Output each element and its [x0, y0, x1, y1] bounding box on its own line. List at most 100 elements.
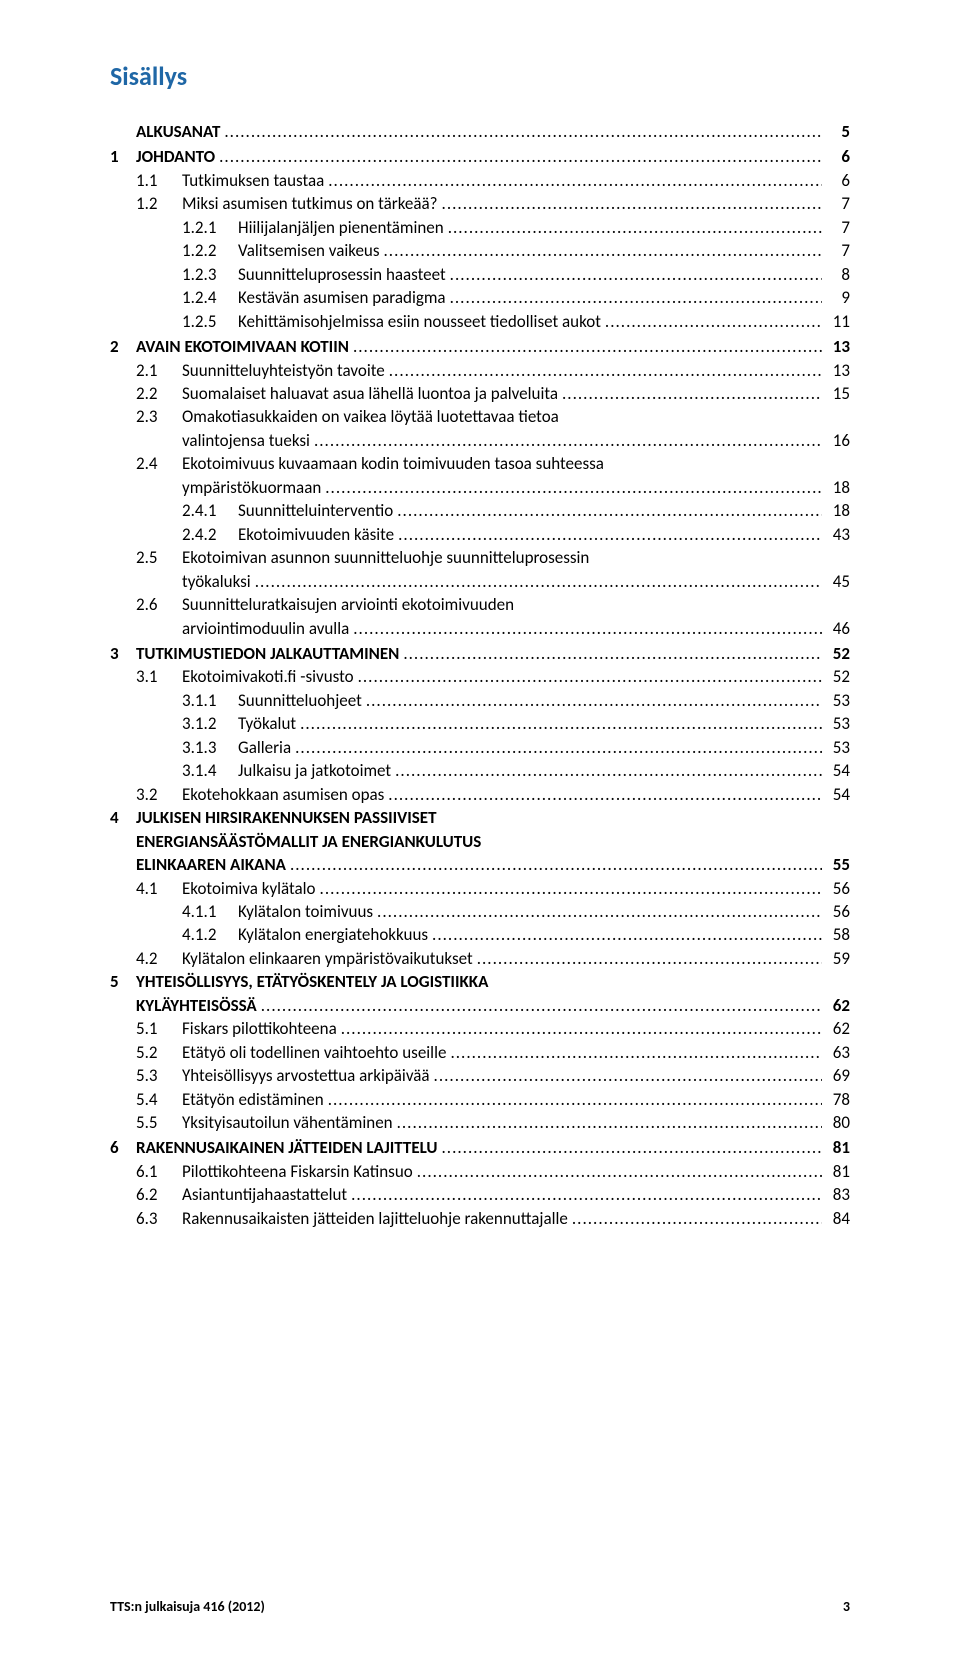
toc-label: YHTEISÖLLISYYS, ETÄTYÖSKENTELY JA LOGIST…	[136, 970, 488, 993]
toc-leader	[353, 335, 822, 358]
toc-number: 1.2.1	[182, 216, 238, 239]
toc-leader	[366, 689, 822, 712]
toc-entry: 5.2Etätyö oli todellinen vaihtoehto usei…	[110, 1041, 850, 1064]
toc-entry: KYLÄYHTEISÖSSÄ 62	[110, 994, 850, 1017]
toc-label: Ekotoimivakoti.fi -sivusto	[182, 665, 354, 688]
toc-page: 53	[826, 736, 850, 759]
toc-label: TUTKIMUSTIEDON JALKAUTTAMINEN	[136, 642, 399, 665]
footer-pagenum: 3	[843, 1598, 850, 1615]
toc-leader	[434, 1064, 822, 1087]
toc-page: 80	[826, 1111, 850, 1134]
toc-entry: 4.1.2Kylätalon energiatehokkuus58	[110, 923, 850, 946]
toc-entry: 2.1Suunnitteluyhteistyön tavoite13	[110, 359, 850, 382]
toc-number: 6.1	[136, 1160, 182, 1183]
toc-number: 1	[110, 145, 136, 168]
toc-entry: 1JOHDANTO6	[110, 145, 850, 168]
toc-page: 63	[826, 1041, 850, 1064]
toc-entry: 5.4Etätyön edistäminen78	[110, 1088, 850, 1111]
toc-label: Etätyön edistäminen	[182, 1088, 324, 1111]
toc-page: 52	[826, 665, 850, 688]
toc-entry: 4JULKISEN HIRSIRAKENNUKSEN PASSIIVISET	[110, 806, 850, 829]
toc-entry: 2.4.1Suunnitteluinterventio18	[110, 499, 850, 522]
toc-entry: 3.1Ekotoimivakoti.fi -sivusto52	[110, 665, 850, 688]
toc-page: 83	[826, 1183, 850, 1206]
toc-label: Valitsemisen vaikeus	[238, 239, 380, 262]
toc-number: 3.1.3	[182, 736, 238, 759]
toc-page: 59	[826, 947, 850, 970]
toc-leader	[448, 216, 822, 239]
toc-entry: 3.1.1Suunnitteluohjeet 53	[110, 689, 850, 712]
toc-number: 4.1.1	[182, 900, 238, 923]
toc-page: 5	[826, 120, 850, 143]
toc-page: 16	[826, 429, 850, 452]
toc-page: 9	[826, 286, 850, 309]
toc-label: Suunnitteluprosessin haasteet	[238, 263, 446, 286]
toc-label: Julkaisu ja jatkotoimet	[238, 759, 391, 782]
toc-label: Hiilijalanjäljen pienentäminen	[238, 216, 444, 239]
toc-number: 1.2	[136, 192, 182, 215]
toc-entry: 2.4.2Ekotoimivuuden käsite43	[110, 523, 850, 546]
toc-number: 2.4.1	[182, 499, 238, 522]
toc-leader	[320, 877, 822, 900]
toc-label: Ekotoimiva kylätalo	[182, 877, 316, 900]
toc-page: 56	[826, 900, 850, 923]
toc-label: ELINKAAREN AIKANA	[136, 853, 286, 876]
toc-number: 2.4.2	[182, 523, 238, 546]
toc-leader	[395, 759, 822, 782]
toc-number: 2.4	[136, 452, 182, 475]
toc-page: 6	[826, 145, 850, 168]
toc-leader	[328, 1088, 822, 1111]
toc-label: Omakotiasukkaiden on vaikea löytää luote…	[182, 405, 559, 428]
toc-label: työkaluksi	[182, 570, 251, 593]
toc-page: 7	[826, 216, 850, 239]
toc-label: Fiskars pilottikohteena	[182, 1017, 337, 1040]
toc-leader	[417, 1160, 822, 1183]
toc-page: 13	[826, 335, 850, 358]
toc-entry: 1.2.2Valitsemisen vaikeus7	[110, 239, 850, 262]
toc-entry: 5.1Fiskars pilottikohteena62	[110, 1017, 850, 1040]
toc-leader	[477, 947, 822, 970]
toc-label: Suunnitteluohjeet	[238, 689, 362, 712]
toc-label: KYLÄYHTEISÖSSÄ	[136, 994, 257, 1017]
toc-leader	[358, 665, 822, 688]
toc-label: Asiantuntijahaastattelut	[182, 1183, 347, 1206]
toc-leader	[314, 429, 822, 452]
toc-entry: 6.3Rakennusaikaisten jätteiden lajittelu…	[110, 1207, 850, 1230]
toc-page: 11	[826, 310, 850, 333]
toc-page: 7	[826, 239, 850, 262]
toc-entry: 5YHTEISÖLLISYYS, ETÄTYÖSKENTELY JA LOGIS…	[110, 970, 850, 993]
toc-number: 3.2	[136, 783, 182, 806]
toc-number: 6.2	[136, 1183, 182, 1206]
toc-leader	[255, 570, 822, 593]
toc-number: 4	[110, 806, 136, 829]
toc-number: 3.1.1	[182, 689, 238, 712]
toc-label: Ekotoimivan asunnon suunnitteluohje suun…	[182, 546, 589, 569]
toc-number: 5.4	[136, 1088, 182, 1111]
toc-page: 46	[826, 617, 850, 640]
toc-page: 43	[826, 523, 850, 546]
toc-label: RAKENNUSAIKAINEN JÄTTEIDEN LAJITTELU	[136, 1136, 438, 1159]
toc-label: Työkalut	[238, 712, 296, 735]
toc-leader	[353, 617, 822, 640]
toc-entry: 2AVAIN EKOTOIMIVAAN KOTIIN13	[110, 335, 850, 358]
toc-label: Suunnitteluratkaisujen arviointi ekotoim…	[182, 593, 514, 616]
toc-number: 2.3	[136, 405, 182, 428]
toc-leader	[351, 1183, 822, 1206]
toc-leader	[389, 359, 822, 382]
toc-page: 62	[826, 1017, 850, 1040]
toc-entry: 3.1.2Työkalut53	[110, 712, 850, 735]
toc-number: 2.6	[136, 593, 182, 616]
document-page: Sisällys ALKUSANAT51JOHDANTO61.1Tutkimuk…	[0, 0, 960, 1655]
toc-page: 52	[826, 642, 850, 665]
toc-page: 13	[826, 359, 850, 382]
toc-number: 4.1.2	[182, 923, 238, 946]
toc-number: 2.1	[136, 359, 182, 382]
toc-page: 62	[826, 994, 850, 1017]
toc-page: 18	[826, 476, 850, 499]
toc-leader	[450, 263, 822, 286]
toc-entry: 3.1.4Julkaisu ja jatkotoimet54	[110, 759, 850, 782]
toc-leader	[397, 499, 822, 522]
toc-leader	[377, 900, 822, 923]
toc-page: 53	[826, 689, 850, 712]
toc-page: 7	[826, 192, 850, 215]
